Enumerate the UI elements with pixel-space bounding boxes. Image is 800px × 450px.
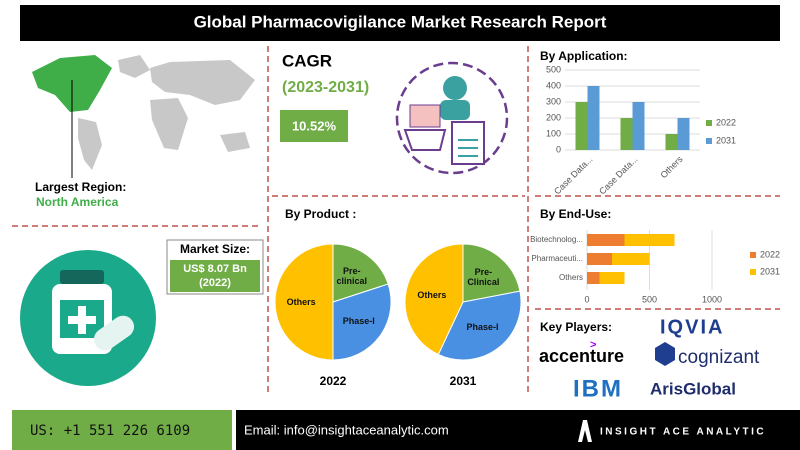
end-use-title: By End-Use: xyxy=(540,207,611,221)
world-map xyxy=(32,55,255,170)
pie-slice xyxy=(437,290,522,361)
pie-slice xyxy=(404,243,464,356)
application-title: By Application: xyxy=(540,49,628,63)
y-tick-label: Others xyxy=(559,273,583,282)
key-players-title: Key Players: xyxy=(540,320,612,334)
legend-swatch xyxy=(706,120,712,126)
y-tick-label: 300 xyxy=(546,96,561,106)
legend-label: 2022 xyxy=(716,117,736,127)
bar xyxy=(612,253,650,265)
slice-label: Others xyxy=(286,297,316,307)
x-tick-label: 0 xyxy=(584,294,589,304)
footer-phone-box xyxy=(12,410,232,450)
footer-bar xyxy=(236,410,800,450)
slice-label: Pre-Clinical xyxy=(467,267,500,288)
y-tick-label: 0 xyxy=(556,144,561,154)
pie-year: 2022 xyxy=(320,374,347,388)
cagr-value: 10.52% xyxy=(292,118,337,133)
bar xyxy=(587,234,625,246)
x-tick-label: Others xyxy=(658,154,685,181)
brand-icon xyxy=(578,420,592,442)
y-tick-label: 500 xyxy=(546,64,561,74)
bar xyxy=(575,102,588,150)
logo-icon xyxy=(655,342,675,366)
bar xyxy=(599,272,625,284)
market-size-year: (2022) xyxy=(199,277,231,289)
bar xyxy=(624,234,675,246)
legend-label: 2022 xyxy=(760,249,780,259)
bar xyxy=(677,118,690,150)
pie-slice xyxy=(274,243,334,361)
y-tick-label: Pharmaceuti... xyxy=(531,254,583,263)
bar xyxy=(632,102,645,150)
x-tick-label: Case Data... xyxy=(552,154,594,196)
title: Global Pharmacovigilance Market Research… xyxy=(194,12,607,31)
bar xyxy=(620,118,633,150)
product-title: By Product : xyxy=(285,207,356,221)
legend-swatch xyxy=(750,269,756,275)
y-tick-label: Biotechnolog... xyxy=(530,235,583,244)
footer-email: Email: info@insightaceanalytic.com xyxy=(244,422,449,437)
market-size-label: Market Size: xyxy=(180,242,250,256)
x-tick-label: 1000 xyxy=(702,294,722,304)
cagr-title: CAGR xyxy=(282,51,332,70)
pie-slice xyxy=(332,283,392,361)
market-size-fill xyxy=(170,260,260,292)
legend-label: 2031 xyxy=(716,135,736,145)
logo-cognizant: cognizant xyxy=(678,347,760,368)
footer-brand: INSIGHT ACE ANALYTIC xyxy=(600,427,766,438)
x-tick-label: Case Data... xyxy=(597,154,639,196)
x-tick-label: 500 xyxy=(642,294,657,304)
bar xyxy=(665,134,678,150)
bar xyxy=(587,86,600,150)
logo-arisglobal: ArisGlobal xyxy=(650,379,736,398)
pharma-icon xyxy=(395,61,509,175)
slice-label: Phase-I xyxy=(466,322,499,333)
pie-slice xyxy=(332,243,389,303)
legend-swatch xyxy=(750,252,756,258)
region-value: North America xyxy=(36,195,119,209)
header-bar xyxy=(20,5,780,41)
market-size-value: US$ 8.07 Bn xyxy=(183,263,247,275)
legend-swatch xyxy=(706,138,712,144)
bar xyxy=(587,272,600,284)
slice-label: Others xyxy=(417,290,447,301)
pie-slice xyxy=(462,243,521,303)
pie-year: 2031 xyxy=(450,374,477,388)
logo-ibm: IBM xyxy=(573,375,623,402)
slice-label: Phase-I xyxy=(342,315,375,326)
footer-phone: US: +1 551 226 6109 xyxy=(30,423,190,439)
bar xyxy=(587,253,612,265)
cagr-box xyxy=(280,110,348,142)
y-tick-label: 100 xyxy=(546,128,561,138)
logo-mark: > xyxy=(590,339,596,351)
logo-accenture: accenture xyxy=(539,346,624,366)
region-label: Largest Region: xyxy=(35,180,126,194)
y-tick-label: 400 xyxy=(546,80,561,90)
slice-label: Pre-clinical xyxy=(336,266,367,287)
cagr-period: (2023-2031) xyxy=(282,79,369,96)
legend-label: 2031 xyxy=(760,266,780,276)
y-tick-label: 200 xyxy=(546,112,561,122)
medicine-icon xyxy=(20,250,156,386)
logo-iqvia: IQVIA xyxy=(660,316,724,338)
